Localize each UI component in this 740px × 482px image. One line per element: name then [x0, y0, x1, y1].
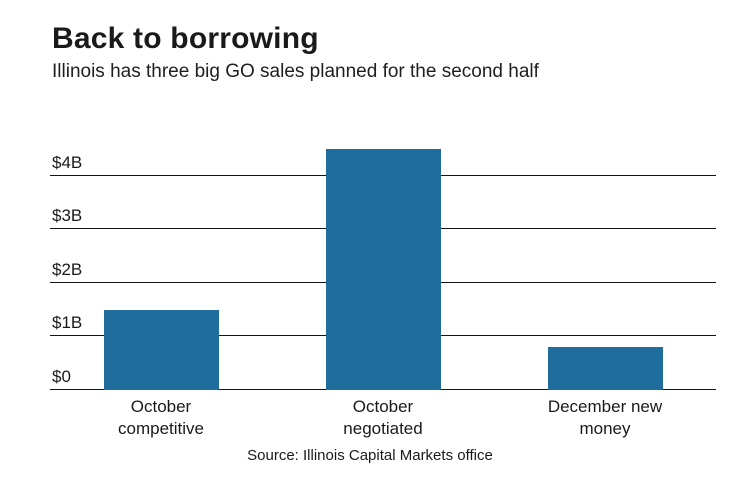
bar-december-new-money: [547, 347, 663, 390]
y-tick-label-3b: $3B: [52, 206, 83, 226]
plot-area: $0 $1B $2B $3B $4B: [50, 138, 716, 390]
x-tick-label-october-negotiated: October negotiated: [343, 397, 423, 439]
bar-cell-december-new-money: [494, 138, 716, 390]
y-tick-label-0: $0: [52, 367, 71, 386]
bar-cell-october-competitive: [50, 138, 272, 390]
y-tick-label-4b: $4B: [52, 152, 83, 172]
chart-title: Back to borrowing: [52, 22, 319, 55]
bar-october-competitive: [103, 309, 219, 390]
chart-subtitle: Illinois has three big GO sales planned …: [52, 61, 539, 82]
source-note: Source: Illinois Capital Markets office: [247, 447, 493, 464]
x-tick-label-december-new-money: December new money: [547, 397, 663, 439]
x-tick-label-october-competitive: October competitive: [118, 397, 204, 439]
y-tick-label-1b: $1B: [52, 313, 83, 333]
bar-cell-october-negotiated: [272, 138, 494, 390]
x-axis-labels: October competitive October negotiated Dec…: [50, 396, 716, 440]
bars-group: [50, 138, 716, 390]
y-tick-label-2b: $2B: [52, 259, 83, 279]
bar-october-negotiated: [325, 148, 441, 390]
chart-header: Back to borrowing Illinois has three big…: [52, 22, 716, 83]
